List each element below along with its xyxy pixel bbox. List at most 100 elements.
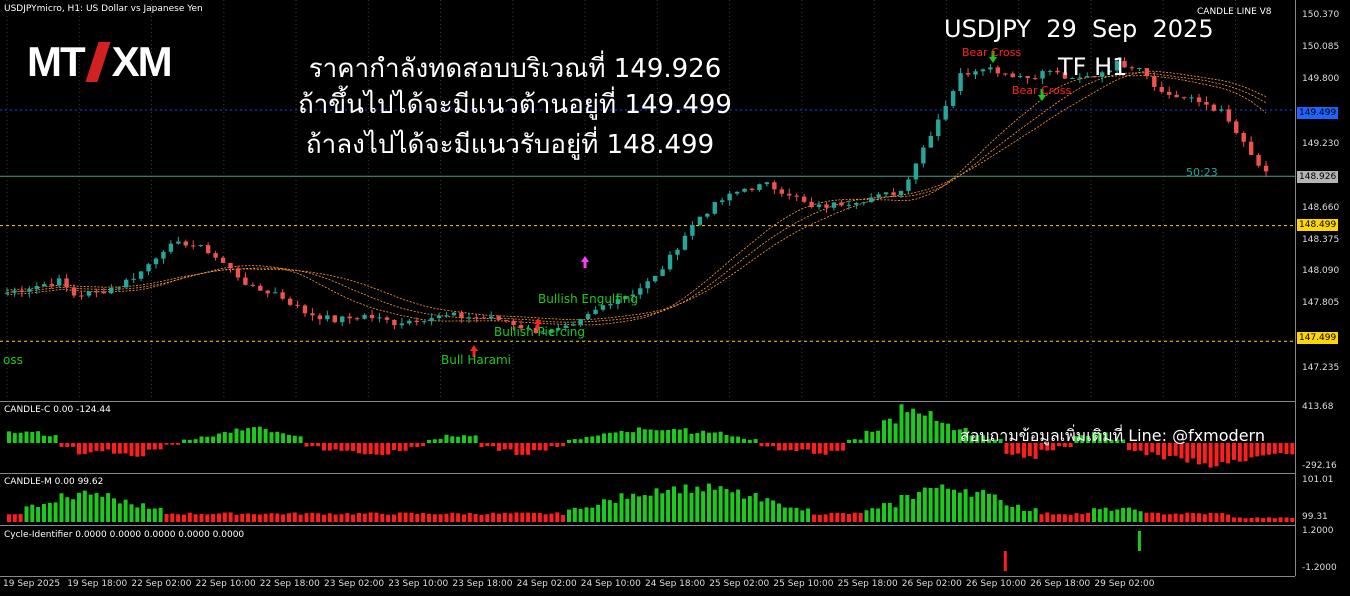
histogram-bar <box>812 443 816 454</box>
histogram-bar <box>1004 505 1009 522</box>
histogram-bar <box>1191 443 1196 459</box>
histogram-bar <box>36 431 41 443</box>
histogram-bar <box>316 513 321 522</box>
subwindow-candle-c[interactable]: CANDLE-C 0.00 -124.44 สอบถามข้อมูลเพิ่มเ… <box>0 401 1295 472</box>
candle-body <box>801 196 807 202</box>
histogram-bar <box>444 434 449 443</box>
histogram-bar <box>847 439 851 443</box>
histogram-bar <box>724 434 729 443</box>
histogram-bar <box>275 431 280 443</box>
histogram-bar <box>928 411 933 443</box>
histogram-bar <box>1220 513 1225 522</box>
histogram-bar <box>106 493 111 522</box>
candle-body <box>846 204 852 206</box>
histogram-bar <box>1243 443 1248 462</box>
histogram-bar <box>392 443 396 450</box>
candle-body <box>727 193 732 201</box>
candle-body <box>1107 70 1112 73</box>
histogram-bar <box>794 443 799 452</box>
histogram-bar <box>164 443 169 445</box>
histogram-bar <box>765 443 770 447</box>
histogram-bar <box>841 443 846 451</box>
histogram-bar <box>281 514 286 522</box>
candle-body <box>407 320 412 324</box>
histogram-bar <box>403 443 408 451</box>
histogram-bar <box>491 512 496 522</box>
histogram-bar <box>77 492 81 522</box>
histogram-bar <box>1197 513 1201 522</box>
candle-body <box>734 191 740 194</box>
candle-body <box>392 319 397 326</box>
histogram-bar <box>1284 517 1289 522</box>
subwindow-candle-m[interactable]: CANDLE-M 0.00 99.62 <box>0 473 1295 524</box>
histogram-bar <box>129 504 134 522</box>
subwindow-cycle[interactable]: Cycle-Identifier 0.0000 0.0000 0.0000 0.… <box>0 525 1295 576</box>
candle-body <box>27 289 32 292</box>
histogram-bar <box>975 435 980 443</box>
histogram-bar <box>304 513 309 522</box>
histogram-bar <box>736 436 741 443</box>
candle-body <box>548 330 554 333</box>
candle-body <box>1129 67 1135 69</box>
histogram-bar <box>263 513 268 522</box>
histogram-bar <box>1173 443 1178 456</box>
histogram-bar <box>30 504 35 522</box>
candle-body <box>652 275 658 282</box>
candle-body <box>131 278 136 280</box>
histogram-bar <box>1197 443 1201 465</box>
histogram-bar <box>835 443 840 451</box>
histogram-bar <box>520 443 525 455</box>
histogram-bar <box>666 490 671 522</box>
price-axis[interactable]: 150.370 150.085 149.800 149.230 148.660 … <box>1296 0 1350 399</box>
candle-body <box>1152 76 1157 87</box>
histogram-bar <box>823 514 828 522</box>
histogram-bar <box>158 443 163 450</box>
candle-body <box>310 313 315 316</box>
candle-body <box>436 315 442 319</box>
histogram-bar <box>415 443 420 448</box>
time-axis[interactable]: 19 Sep 2025 19 Sep 18:00 22 Sep 02:00 22 Se… <box>0 576 1295 596</box>
chart-title: USDJPYmicro, H1: US Dollar vs Japanese Y… <box>4 4 203 14</box>
histogram-bar <box>1290 443 1295 455</box>
histogram-bar <box>882 420 886 443</box>
histogram-bar <box>362 513 367 522</box>
candle-body <box>161 251 166 259</box>
price-chart-svg[interactable] <box>0 0 1295 399</box>
histogram-bar <box>561 514 566 522</box>
histogram-bar <box>1027 511 1032 522</box>
histogram-bar <box>170 443 175 445</box>
histogram-bar <box>893 507 898 522</box>
histogram-bar <box>386 443 391 455</box>
histogram-bar <box>1144 512 1149 522</box>
histogram-bar <box>981 435 986 443</box>
thai-line-2: ถ้าขึ้นไปได้จะมีแนวต้านอยู่ที่ 149.499 <box>298 90 732 120</box>
price-tick: 148.090 <box>1302 266 1340 276</box>
histogram-bar <box>409 512 414 522</box>
histogram-bar <box>987 439 991 443</box>
histogram-bar <box>415 513 420 522</box>
histogram-bar <box>1086 435 1091 443</box>
histogram-bar <box>147 443 151 450</box>
histogram-bar <box>298 514 303 522</box>
subwindow-title: Cycle-Identifier 0.0000 0.0000 0.0000 0.… <box>4 530 245 540</box>
histogram-bar <box>228 432 233 443</box>
time-tick: 24 Sep 18:00 <box>645 579 706 589</box>
histogram-bar <box>718 486 723 522</box>
histogram-bar <box>1092 508 1096 522</box>
histogram-bar <box>1062 514 1067 522</box>
pattern-bullish-engulfing: Bullish Engulfing <box>538 292 639 306</box>
histogram-bar <box>257 426 262 443</box>
bear-cross-arrow-icon <box>989 51 997 63</box>
time-tick: 24 Sep 10:00 <box>580 579 641 589</box>
histogram-bar <box>1202 514 1207 522</box>
bull-harami-arrow-icon <box>470 345 478 357</box>
candle-body <box>295 304 300 306</box>
candle-body <box>116 287 121 289</box>
histogram-bar <box>473 513 478 522</box>
main-chart[interactable]: USDJPYmicro, H1: US Dollar vs Japanese Y… <box>0 0 1295 399</box>
histogram-bar <box>771 500 776 522</box>
candle-body <box>816 204 822 208</box>
subwindow-min: 99.31 <box>1302 512 1328 522</box>
histogram-bar <box>310 443 315 447</box>
histogram-bar <box>648 429 653 443</box>
